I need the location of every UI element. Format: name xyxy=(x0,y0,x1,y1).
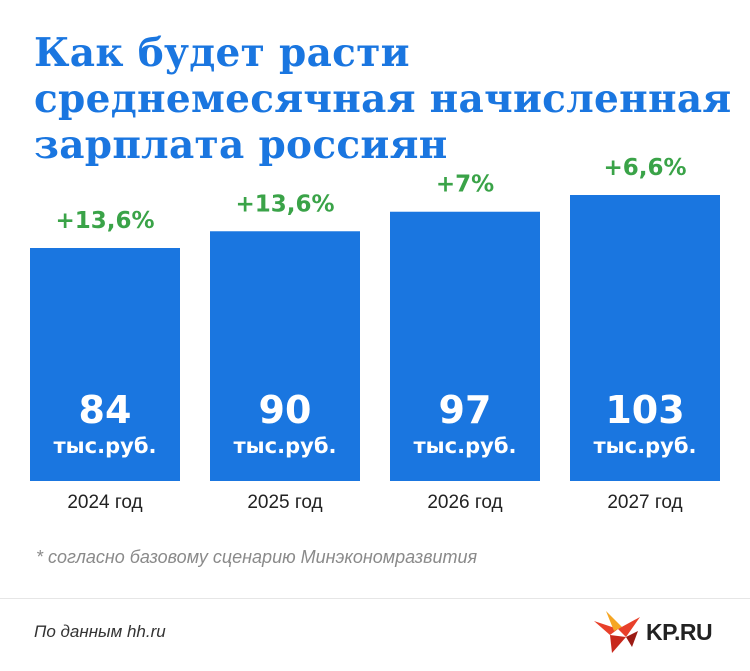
unit-label-2: тыс.руб. xyxy=(234,434,337,458)
bar-4 xyxy=(570,195,720,481)
kp-bird-logo-icon xyxy=(594,611,640,653)
unit-label-1: тыс.руб. xyxy=(54,434,157,458)
kp-logo[interactable]: KP.RU xyxy=(592,607,732,657)
footnote: * согласно базовому сценарию Минэкономра… xyxy=(36,547,478,567)
source-note: По данным hh.ru xyxy=(34,622,166,641)
chart-title: Как будет расти среднемесячная начисленн… xyxy=(34,30,732,168)
unit-label-3: тыс.руб. xyxy=(414,434,517,458)
category-label-2: 2025 год xyxy=(247,492,322,513)
growth-label-1: +13,6% xyxy=(55,208,154,234)
logo-text: KP.RU xyxy=(646,619,713,645)
value-label-2: 90 xyxy=(259,388,312,432)
category-label-1: 2024 год xyxy=(67,492,142,513)
value-label-1: 84 xyxy=(79,388,132,432)
bar-1 xyxy=(30,248,180,481)
unit-label-4: тыс.руб. xyxy=(594,434,697,458)
growth-label-2: +13,6% xyxy=(235,191,334,217)
category-label-4: 2027 год xyxy=(607,492,682,513)
growth-label-4: +6,6% xyxy=(603,155,686,181)
bar-3 xyxy=(390,211,540,481)
growth-label-3: +7% xyxy=(436,172,494,198)
divider xyxy=(0,598,750,599)
value-label-4: 103 xyxy=(605,388,684,432)
bar-2 xyxy=(210,231,360,481)
category-label-3: 2026 год xyxy=(427,492,502,513)
value-label-3: 97 xyxy=(439,388,492,432)
